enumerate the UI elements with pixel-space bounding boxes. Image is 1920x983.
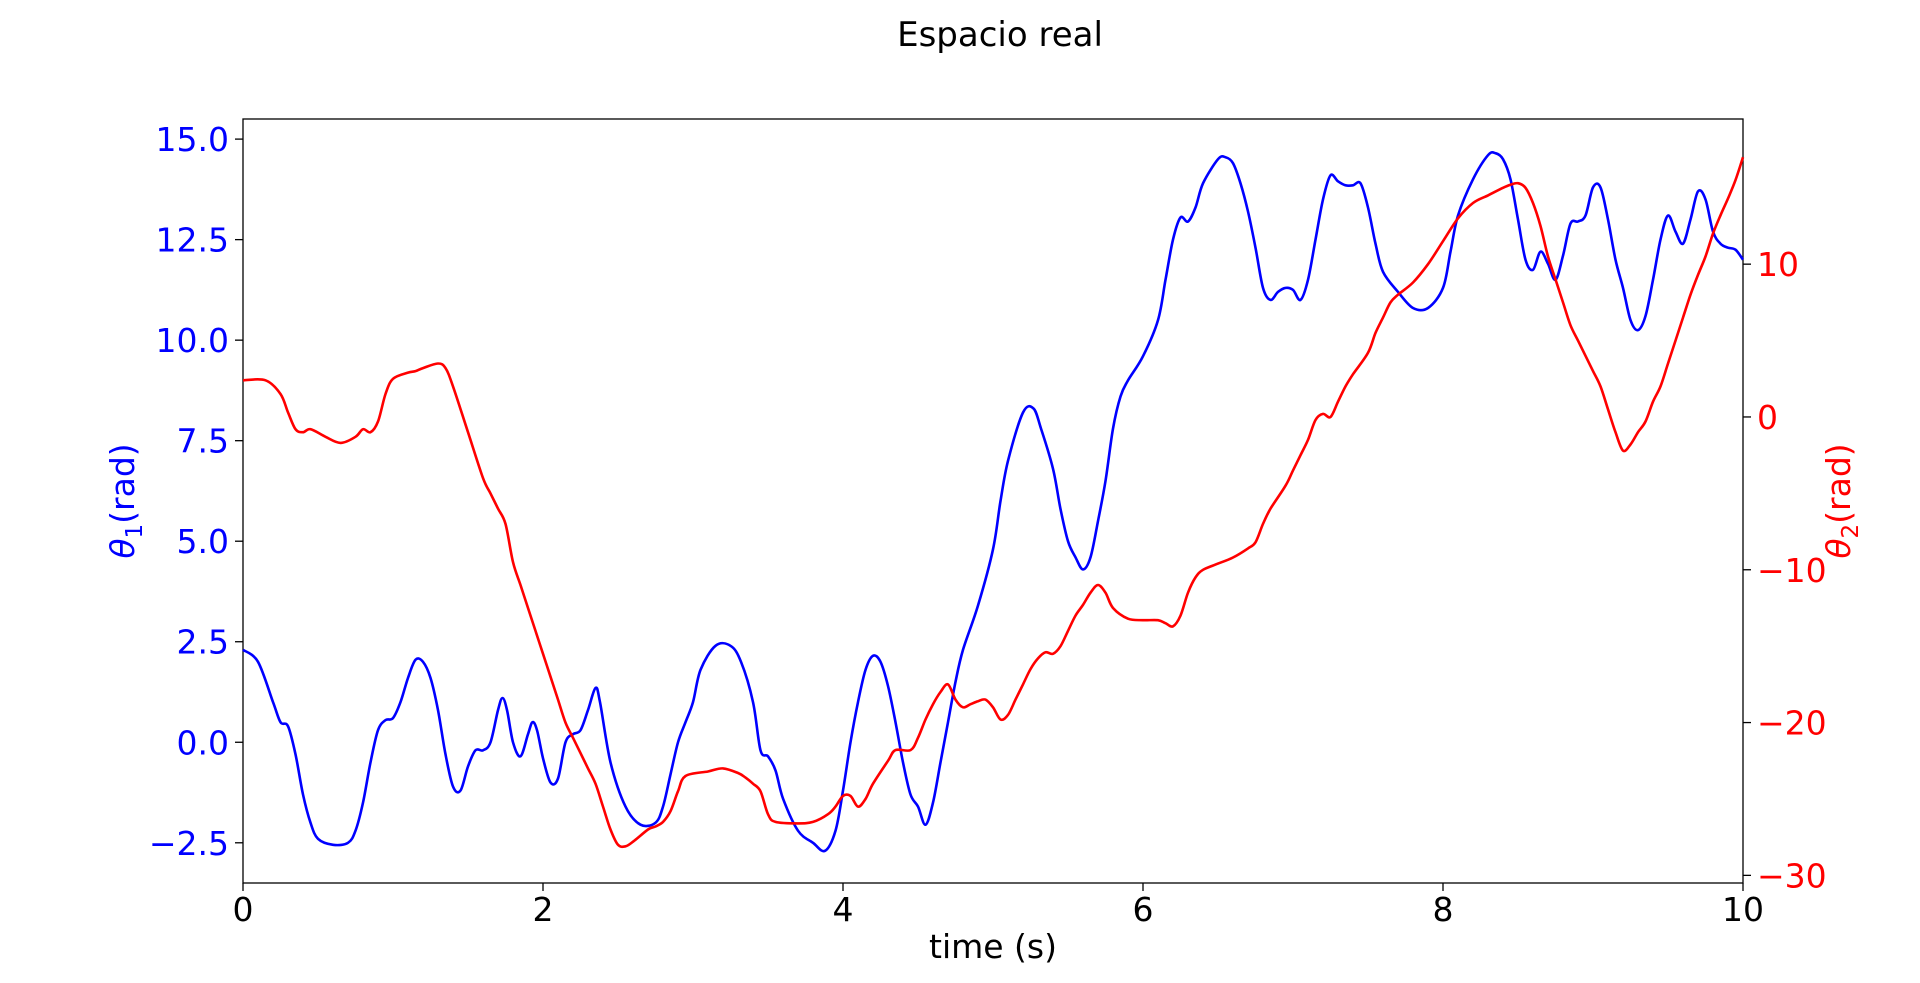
- right-axis-label: θ2(rad): [1819, 443, 1864, 558]
- series-group: [242, 150, 1745, 853]
- left-tick-label: 12.5: [156, 221, 229, 260]
- right-axis-label-subscript: 2: [1838, 524, 1864, 539]
- right-axis-label-symbol: θ: [1819, 538, 1858, 558]
- left-tick-label: −2.5: [149, 824, 229, 863]
- x-tick-label: 6: [1133, 890, 1154, 929]
- right-tick-label: 0: [1757, 398, 1778, 437]
- left-tick-label: 5.0: [177, 522, 229, 561]
- right-tick-label: 10: [1757, 245, 1799, 284]
- right-tick-label: −20: [1757, 704, 1827, 743]
- x-axis-label: time (s): [929, 927, 1057, 966]
- theta2-series-line: [242, 156, 1745, 849]
- x-tick-label: 0: [233, 890, 254, 929]
- x-tick-label: 4: [833, 890, 854, 929]
- right-tick-label: −10: [1757, 551, 1827, 590]
- left-tick-label: 15.0: [156, 120, 229, 159]
- theta1-series-line: [242, 150, 1745, 853]
- right-axis-label-unit: (rad): [1819, 443, 1858, 524]
- chart-title: Espacio real: [897, 15, 1103, 55]
- plot-area-frame: [242, 118, 1744, 884]
- x-tick-label: 2: [533, 890, 554, 929]
- right-axis-ticks: −30 −20 −10 0 10: [1743, 245, 1827, 895]
- left-tick-label: 0.0: [177, 723, 229, 762]
- x-tick-label: 8: [1433, 890, 1454, 929]
- left-axis-label-symbol: θ: [103, 538, 142, 558]
- left-tick-label: 2.5: [177, 623, 229, 662]
- left-tick-label: 10.0: [156, 321, 229, 360]
- right-tick-label: −30: [1757, 856, 1827, 895]
- x-axis-ticks: 0 2 4 6 8 10: [233, 883, 1764, 929]
- left-axis-label: θ1(rad): [103, 443, 148, 558]
- x-tick-label: 10: [1722, 890, 1764, 929]
- left-axis-ticks: −2.5 0.0 2.5 5.0 7.5 10.0 12.5 15.0: [149, 120, 243, 863]
- left-tick-label: 7.5: [177, 422, 229, 461]
- left-axis-label-subscript: 1: [122, 524, 148, 539]
- left-axis-label-unit: (rad): [103, 443, 142, 524]
